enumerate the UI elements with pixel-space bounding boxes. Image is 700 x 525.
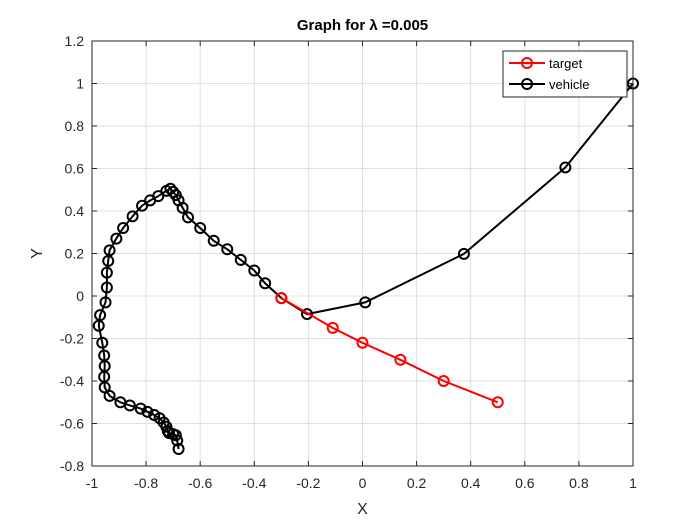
vehicle-point <box>259 277 272 290</box>
vehicle-point <box>172 443 185 455</box>
x-tick-label: -0.2 <box>296 475 320 491</box>
target-line <box>280 297 499 404</box>
target-point <box>437 375 450 387</box>
legend-label-target: target <box>549 56 583 71</box>
vehicle-point <box>144 194 157 207</box>
y-tick-label: 0.4 <box>65 203 85 219</box>
y-tick-label: 1.2 <box>65 33 85 49</box>
x-tick-label: -0.6 <box>188 475 212 491</box>
target-point <box>394 353 407 366</box>
vehicle-point <box>117 222 130 234</box>
legend-marker-target <box>521 57 533 69</box>
vehicle-point <box>169 429 182 442</box>
x-tick-label: 0 <box>359 475 367 491</box>
vehicle-point <box>102 254 115 267</box>
x-tick-label: 0.2 <box>407 475 427 491</box>
x-tick-label: 1 <box>629 475 637 491</box>
series-vehicle <box>92 77 639 455</box>
vehicle-point <box>359 296 372 309</box>
x-tick-label: -0.8 <box>134 475 158 491</box>
y-axis-title: Y <box>29 248 46 259</box>
target-point <box>491 396 504 409</box>
legend-marker-vehicle <box>521 78 533 90</box>
y-tick-label: -0.4 <box>60 373 84 389</box>
vehicle-point <box>207 234 220 247</box>
vehicle-point <box>103 389 116 402</box>
y-tick-label: 0.2 <box>65 246 85 262</box>
chart-title: Graph for λ =0.005 <box>297 17 428 34</box>
legend: target vehicle <box>502 50 628 98</box>
vehicle-point <box>134 402 147 415</box>
vehicle-point <box>167 185 180 198</box>
vehicle-point <box>123 399 136 412</box>
y-tick-label: 1 <box>76 76 84 92</box>
vehicle-point <box>160 184 173 197</box>
vehicle-point <box>221 243 234 256</box>
legend-label-vehicle: vehicle <box>549 77 589 92</box>
vehicle-point <box>126 210 139 223</box>
vehicle-point <box>182 211 195 224</box>
vehicle-point <box>100 281 113 294</box>
x-tick-label: -1 <box>86 475 99 491</box>
series-target <box>275 292 504 409</box>
x-tick-label: -0.4 <box>242 475 266 491</box>
x-tick-label: 0.8 <box>569 475 589 491</box>
vehicle-point <box>171 434 184 447</box>
vehicle-point <box>457 247 470 260</box>
vehicle-point <box>559 161 572 174</box>
vehicle-point <box>301 308 314 321</box>
vehicle-point <box>100 266 113 279</box>
target-point <box>356 336 369 349</box>
y-tick-label: -0.2 <box>60 331 84 347</box>
vehicle-point <box>99 296 112 309</box>
vehicle-point <box>96 336 109 349</box>
ticks: -1 -0.8 -0.6 -0.4 -0.2 0 0.2 0.4 0.6 0.8 1-0.8-0.6… <box>60 33 637 491</box>
vehicle-point <box>194 222 207 234</box>
vehicle-point <box>248 264 261 277</box>
vehicle-point <box>92 319 105 332</box>
y-tick-label: 0.8 <box>65 118 85 134</box>
x-axis-title: X <box>357 501 368 518</box>
vehicle-point <box>234 253 247 266</box>
y-tick-label: 0 <box>76 288 84 304</box>
target-point <box>275 292 288 305</box>
x-tick-label: 0.4 <box>461 475 481 491</box>
x-tick-label: 0.6 <box>515 475 535 491</box>
vehicle-point <box>110 232 123 245</box>
vehicle-point <box>136 199 149 212</box>
y-tick-label: 0.6 <box>65 161 85 177</box>
y-tick-label: -0.8 <box>60 458 84 474</box>
vehicle-point <box>141 405 154 418</box>
target-point <box>326 321 339 334</box>
series-layer <box>92 77 639 455</box>
y-tick-label: -0.6 <box>60 416 84 432</box>
